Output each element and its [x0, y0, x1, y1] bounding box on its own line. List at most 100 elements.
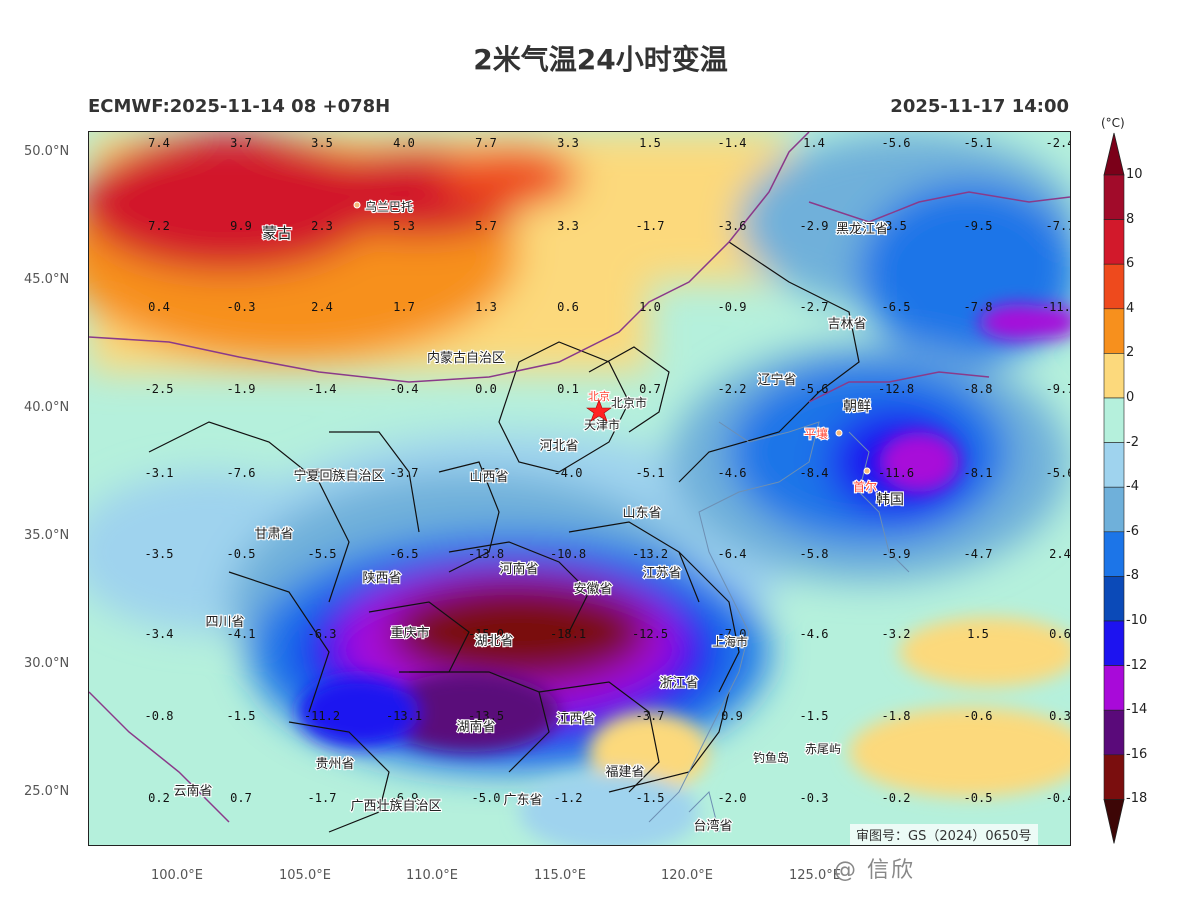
grid-value: -4.6: [800, 627, 829, 641]
colorbar-label: -2: [1126, 434, 1139, 450]
lon-label: 115.0°E: [534, 868, 586, 883]
lat-label: 40.0°N: [24, 400, 70, 415]
capital-star-icon: [586, 399, 612, 422]
place-label-beijing: 北京: [588, 389, 610, 403]
value-grid: 7.4 3.7 3.5 4.0 7.7 3.3 1.5 -1.4 1.4 -5.6 -5.1 -2.4…: [145, 136, 1070, 805]
grid-value: -10.8: [550, 547, 586, 561]
anomaly-detail: [299, 304, 1070, 845]
grid-value: -5.8: [800, 547, 829, 561]
grid-value: 0.1: [557, 382, 579, 396]
lon-label: 125.0°E: [789, 868, 841, 883]
colorbar-band: [1103, 353, 1125, 399]
grid-value: -4.1: [227, 627, 256, 641]
grid-value: -5.0: [472, 791, 501, 805]
grid-value: -3.6: [718, 219, 747, 233]
grid-value: 7.4: [148, 136, 170, 150]
grid-value: -1.7: [308, 791, 337, 805]
grid-value: 3.3: [557, 136, 579, 150]
colorbar-band: [1103, 174, 1125, 220]
grid-value: -15.0: [468, 627, 504, 641]
grid-value: 7.7: [475, 136, 497, 150]
grid-value: -1.4: [718, 136, 747, 150]
place-label-chongqing: 重庆市: [390, 625, 429, 641]
grid-value: -0.4: [390, 382, 419, 396]
grid-value: -12.8: [878, 382, 914, 396]
grid-value: 1.4: [803, 136, 825, 150]
place-label-zhejiang: 浙江省: [659, 676, 698, 691]
grid-value: -2.2: [718, 382, 747, 396]
lat-label: 45.0°N: [24, 272, 70, 287]
colorbar-label: -14: [1126, 702, 1148, 718]
place-label-korea: 韩国: [876, 492, 904, 508]
grid-value: -0.9: [718, 300, 747, 314]
lat-label: 30.0°N: [24, 656, 70, 671]
grid-value: -1.2: [554, 791, 583, 805]
grid-value: -11.9: [1042, 300, 1070, 314]
grid-value: -8.3: [554, 709, 583, 723]
place-label-seoul: 首尔: [853, 479, 877, 494]
colorbar-band: [1103, 531, 1125, 577]
place-label-diaoyu: 钓鱼岛: [753, 750, 789, 765]
grid-value: -1.7: [636, 219, 665, 233]
colorbar-label: -4: [1126, 479, 1139, 495]
grid-value: 5.3: [393, 219, 415, 233]
grid-value: -1.5: [227, 709, 256, 723]
grid-value: 2.3: [311, 219, 333, 233]
grid-value: 2.4: [1049, 547, 1070, 561]
place-label-hebei: 河北省: [539, 439, 578, 454]
grid-value: 9.9: [230, 219, 252, 233]
grid-value: -3.5: [145, 547, 174, 561]
grid-value: -5.6: [882, 136, 911, 150]
grid-value: 3.7: [230, 136, 252, 150]
grid-value: 3.5: [885, 219, 907, 233]
colorbar-band: [1103, 665, 1125, 711]
city-dot-icon: [353, 201, 361, 209]
grid-value: 4.0: [393, 136, 415, 150]
grid-value: -2.7: [800, 300, 829, 314]
national-boundaries: [89, 132, 1070, 823]
lon-label: 120.0°E: [661, 868, 713, 883]
grid-value: -5.5: [308, 547, 337, 561]
grid-value: 0.4: [148, 300, 170, 314]
lat-label: 35.0°N: [24, 528, 70, 543]
place-label-beijing_shi: 北京市: [611, 395, 647, 410]
grid-value: -6.9: [390, 791, 419, 805]
grid-value: -0.8: [145, 709, 174, 723]
place-label-northkorea: 朝鲜: [843, 399, 871, 415]
grid-value: -8.4: [800, 466, 829, 480]
colorbar-label: -8: [1126, 568, 1139, 584]
grid-value: -4.6: [718, 466, 747, 480]
city-dot-icon: [863, 467, 871, 475]
grid-value: -7.6: [227, 466, 256, 480]
colorbar-band: [1103, 263, 1125, 310]
place-label-hunan: 湖南省: [456, 719, 495, 735]
colorbar-band: [1103, 219, 1125, 265]
grid-value: -7.0: [718, 627, 747, 641]
colorbar-unit: (°C): [1101, 116, 1125, 130]
place-label-anhui: 安徽省: [573, 582, 612, 597]
place-label-shanxi: 山西省: [469, 470, 508, 485]
grid-value: -6.3: [308, 627, 337, 641]
lon-label: 105.0°E: [279, 868, 331, 883]
grid-value: -3.2: [308, 466, 337, 480]
grid-value: -0.6: [964, 709, 993, 723]
colorbar-label: -18: [1126, 791, 1148, 807]
grid-value: -13.1: [386, 709, 422, 723]
grid-value: -5.6: [1046, 466, 1070, 480]
grid-value: -8.8: [964, 382, 993, 396]
colorbar-band: [1103, 442, 1125, 488]
colorbar-label: -16: [1126, 746, 1148, 762]
place-label-pyongyang: 平壤: [804, 426, 828, 441]
grid-value: -7.8: [964, 300, 993, 314]
grid-value: -2.5: [145, 382, 174, 396]
map-approval-number: 审图号：GS（2024）0650号: [850, 824, 1038, 845]
grid-value: 1.0: [639, 300, 661, 314]
grid-value: 0.7: [230, 791, 252, 805]
place-label-guangxi: 广西壮族自治区: [350, 798, 441, 814]
grid-value: -3.7: [636, 709, 665, 723]
colorbar-label: 4: [1126, 300, 1135, 316]
place-label-ulaanbaatar: 乌兰巴托: [365, 199, 413, 214]
grid-value: -6.5: [882, 300, 911, 314]
lon-label: 110.0°E: [406, 868, 458, 883]
